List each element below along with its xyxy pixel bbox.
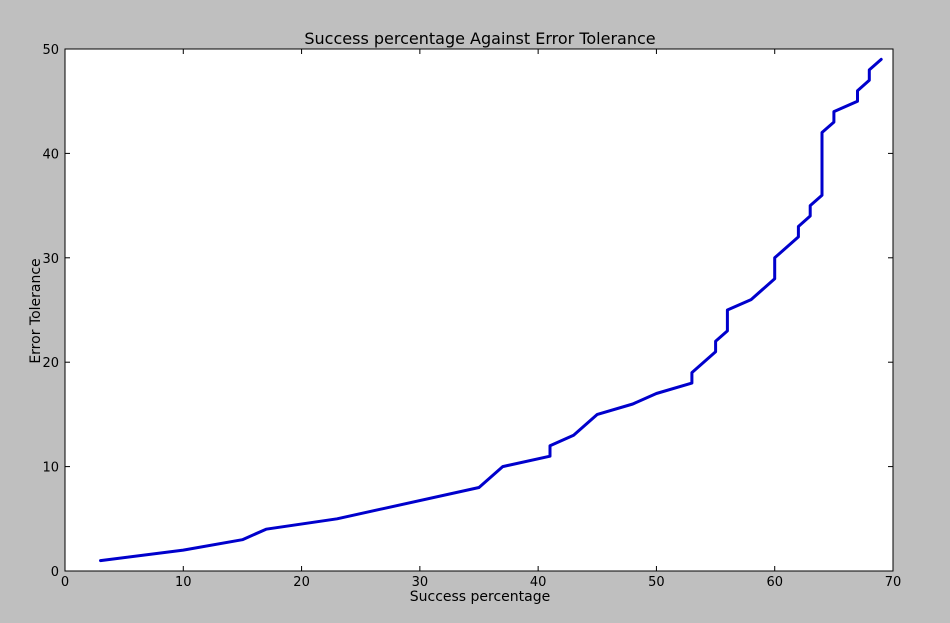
x-tick-label: 60: [766, 575, 783, 590]
axis-ticks: 0 10 20 30 40 50 60 70 0 10 20 30 40 50: [42, 43, 901, 590]
x-tick-label: 10: [175, 575, 192, 590]
series-line: [99, 57, 883, 563]
x-axis-label: Success percentage: [410, 589, 551, 605]
y-tick-label: 40: [42, 147, 59, 162]
plot-area: [64, 48, 894, 572]
chart-title: Success percentage Against Error Toleran…: [304, 29, 655, 48]
x-tick-label: 70: [885, 575, 902, 590]
x-tick-label: 30: [412, 575, 429, 590]
x-tick-label: 0: [61, 575, 69, 590]
y-tick-label: 20: [42, 356, 59, 371]
y-tick-label: 30: [42, 252, 59, 267]
x-tick-label: 40: [530, 575, 547, 590]
y-tick-label: 50: [42, 43, 59, 58]
y-tick-label: 10: [42, 461, 59, 476]
y-axis-label: Error Tolerance: [28, 258, 44, 363]
x-tick-label: 50: [648, 575, 665, 590]
x-tick-label: 20: [293, 575, 310, 590]
y-tick-label: 0: [51, 565, 59, 580]
